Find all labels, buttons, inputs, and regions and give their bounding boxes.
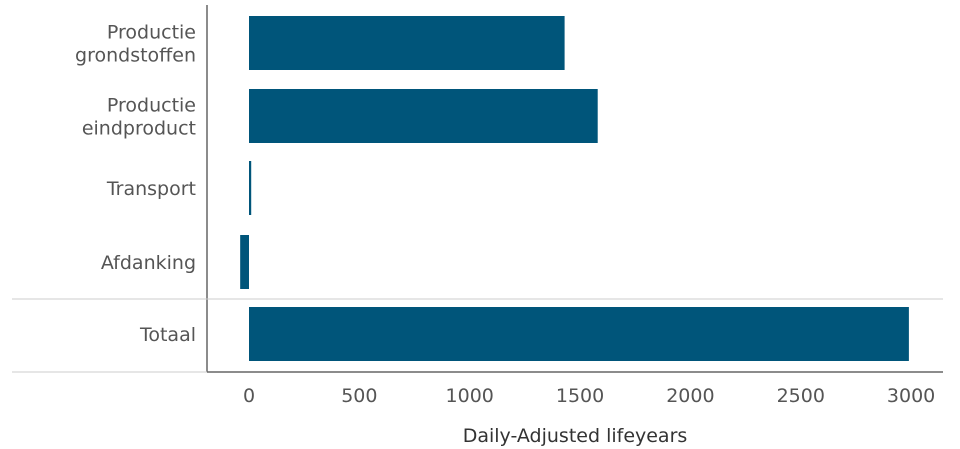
x-tick-label: 0 <box>243 385 255 407</box>
x-axis-title: Daily-Adjusted lifeyears <box>463 425 688 447</box>
x-tick-labels: 0 500 1000 1500 2000 2500 3000 <box>243 385 935 407</box>
x-tick-label: 2000 <box>666 385 714 407</box>
category-label-totaal: Totaal <box>139 324 196 346</box>
x-tick-label: 1500 <box>556 385 604 407</box>
axes <box>12 5 943 373</box>
bar-afdanking <box>240 235 249 289</box>
category-label-productie-eindproduct: Productie eindproduct <box>82 95 196 140</box>
category-label-transport: Transport <box>106 178 196 200</box>
category-labels: Productie grondstoffen Productie eindproduc… <box>75 22 196 347</box>
bar-productie-eindproduct <box>249 89 598 143</box>
category-label-productie-grondstoffen: Productie grondstoffen <box>75 22 196 67</box>
x-tick-label: 2500 <box>777 385 825 407</box>
category-label-afdanking: Afdanking <box>101 252 196 274</box>
bars <box>240 16 909 361</box>
bar-totaal <box>249 307 909 361</box>
x-tick-label: 3000 <box>887 385 935 407</box>
x-tick-label: 500 <box>341 385 377 407</box>
bar-productie-grondstoffen <box>249 16 565 70</box>
bar-transport <box>249 161 252 215</box>
x-tick-label: 1000 <box>446 385 494 407</box>
